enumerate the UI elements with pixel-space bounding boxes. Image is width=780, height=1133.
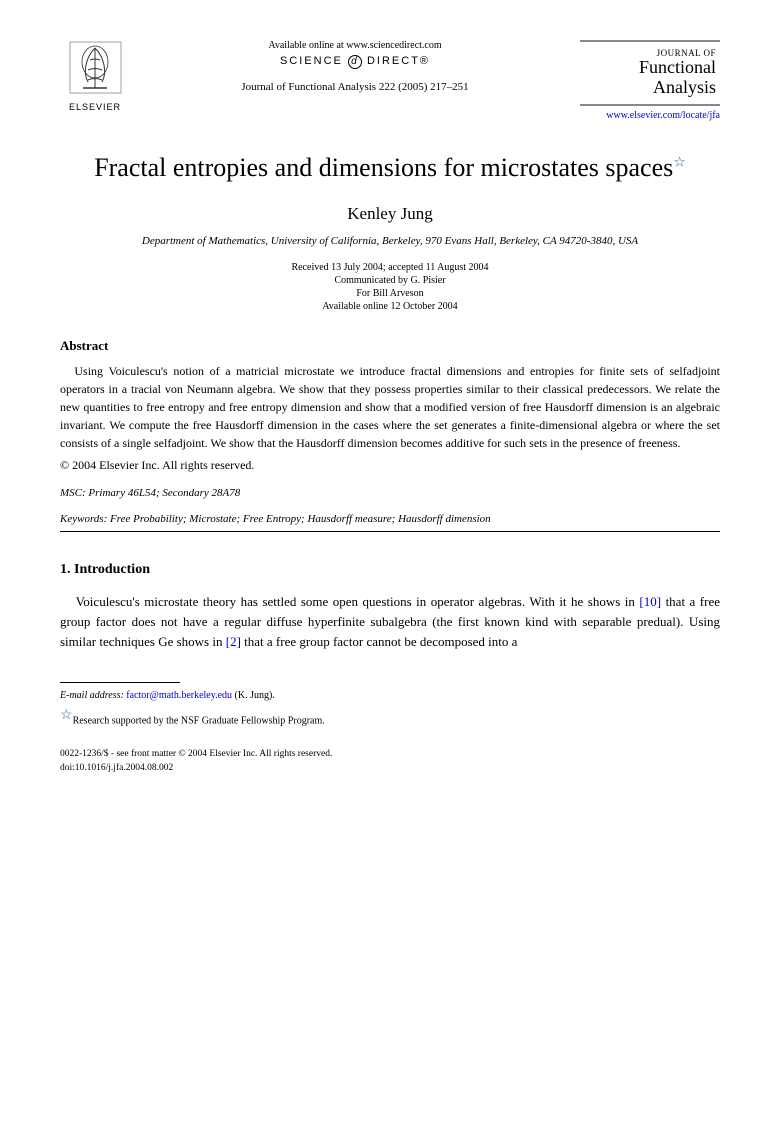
funding-text: Research supported by the NSF Graduate F… — [73, 715, 325, 726]
sd-at-icon: d — [348, 55, 362, 69]
author-name: Kenley Jung — [60, 204, 720, 224]
msc-classification: MSC: Primary 46L54; Secondary 28A78 — [60, 487, 720, 499]
intro-text-3: that a free group factor cannot be decom… — [241, 634, 518, 649]
title-text: Fractal entropies and dimensions for mic… — [94, 153, 673, 182]
abstract-heading: Abstract — [60, 338, 720, 354]
page-footer: 0022-1236/$ - see front matter © 2004 El… — [60, 748, 720, 775]
science-direct-logo: SCIENCE d DIRECT® — [150, 55, 560, 69]
journal-reference: Journal of Functional Analysis 222 (2005… — [150, 81, 560, 93]
communicated-by: Communicated by G. Pisier — [60, 274, 720, 287]
keywords-label: Keywords: — [60, 513, 107, 525]
elsevier-tree-icon — [68, 40, 123, 95]
title-footnote-mark: ☆ — [673, 155, 686, 170]
available-online-date: Available online 12 October 2004 — [60, 300, 720, 313]
msc-text: Primary 46L54; Secondary 28A78 — [86, 487, 241, 499]
email-footnote: E-mail address: factor@math.berkeley.edu… — [60, 689, 720, 703]
sd-word-1: SCIENCE — [280, 55, 343, 67]
doi-line: doi:10.1016/j.jfa.2004.08.002 — [60, 762, 720, 775]
keywords-line: Keywords: Free Probability; Microstate; … — [60, 513, 720, 525]
section-divider — [60, 531, 720, 532]
intro-text-1: Voiculescu's microstate theory has settl… — [76, 594, 640, 609]
msc-label: MSC: — [60, 487, 86, 499]
footnote-divider — [60, 682, 180, 683]
journal-box-wrap: JOURNAL OF Functional Analysis www.elsev… — [580, 40, 720, 121]
publisher-logo: ELSEVIER — [60, 40, 130, 112]
intro-heading: 1. Introduction — [60, 562, 720, 578]
issn-line: 0022-1236/$ - see front matter © 2004 El… — [60, 748, 720, 761]
funding-footnote: ☆Research supported by the NSF Graduate … — [60, 706, 720, 728]
email-label: E-mail address: — [60, 690, 124, 701]
author-email[interactable]: factor@math.berkeley.edu — [126, 690, 232, 701]
copyright-text: © 2004 Elsevier Inc. All rights reserved… — [60, 458, 720, 473]
available-online-text: Available online at www.sciencedirect.co… — [150, 40, 560, 51]
publisher-name: ELSEVIER — [60, 102, 130, 112]
citation-2[interactable]: [2] — [226, 634, 241, 649]
author-affiliation: Department of Mathematics, University of… — [60, 234, 720, 248]
keywords-text: Free Probability; Microstate; Free Entro… — [107, 513, 490, 525]
article-title: Fractal entropies and dimensions for mic… — [60, 151, 720, 185]
funding-mark: ☆ — [60, 708, 73, 723]
locate-url[interactable]: www.elsevier.com/locate/jfa — [580, 110, 720, 121]
dedication: For Bill Arveson — [60, 287, 720, 300]
journal-title-box: JOURNAL OF Functional Analysis — [580, 40, 720, 106]
citation-10[interactable]: [10] — [639, 594, 661, 609]
received-date: Received 13 July 2004; accepted 11 Augus… — [60, 261, 720, 274]
abstract-text: Using Voiculescu's notion of a matricial… — [60, 362, 720, 452]
header-center: Available online at www.sciencedirect.co… — [130, 40, 580, 93]
page-header: ELSEVIER Available online at www.science… — [60, 40, 720, 121]
intro-paragraph: Voiculescu's microstate theory has settl… — [60, 592, 720, 652]
email-suffix: (K. Jung). — [232, 690, 275, 701]
journal-box-line2: Analysis — [584, 78, 716, 98]
journal-box-line1: Functional — [584, 58, 716, 78]
article-dates: Received 13 July 2004; accepted 11 Augus… — [60, 261, 720, 313]
sd-word-2: DIRECT® — [367, 55, 430, 67]
